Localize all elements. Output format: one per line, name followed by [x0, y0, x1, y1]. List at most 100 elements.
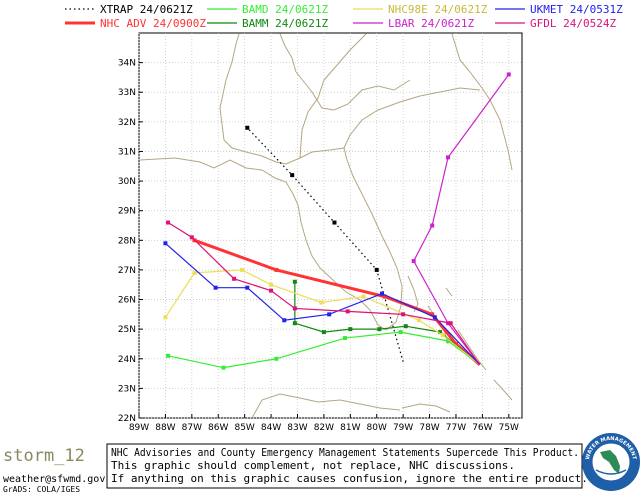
track-xtrap	[245, 125, 404, 362]
legend-item-ukmet: UKMET 24/0531Z	[495, 3, 623, 16]
track-point	[269, 282, 274, 287]
track-point	[348, 327, 353, 332]
track-point	[292, 279, 297, 284]
y-tick-label: 22N	[118, 414, 136, 424]
legend-label: BAMD 24/0621Z	[242, 3, 328, 16]
plot-frame	[138, 32, 523, 419]
track-point	[269, 288, 274, 293]
track-point	[245, 285, 250, 290]
track-point	[319, 300, 324, 305]
track-point	[374, 267, 379, 272]
legend-item-nhc-adv: NHC ADV 24/0900Z	[65, 17, 206, 30]
x-tick-label: 78W	[419, 423, 439, 433]
legend-item-gfdl: GFDL 24/0524Z	[495, 17, 616, 30]
x-tick-label: 83W	[287, 423, 307, 433]
track-point	[361, 294, 366, 299]
storm-name: storm_12	[3, 446, 85, 466]
track-point	[398, 330, 403, 335]
track-point	[440, 333, 445, 338]
track-line	[246, 127, 404, 362]
x-tick-label: 79W	[393, 423, 413, 433]
track-point	[380, 291, 385, 296]
track-gfdl	[166, 220, 481, 366]
x-tick-label: 85W	[234, 423, 254, 433]
track-bamd	[166, 330, 481, 370]
y-tick-label: 34N	[118, 59, 136, 69]
track-point	[332, 220, 337, 225]
track-point	[163, 241, 168, 246]
legend-item-bamd: BAMD 24/0621Z	[207, 3, 328, 16]
track-point	[448, 321, 453, 326]
y-tick-label: 26N	[118, 296, 136, 306]
x-tick-label: 89W	[129, 423, 149, 433]
track-line	[165, 242, 481, 366]
track-point	[430, 223, 435, 228]
track-bamm	[292, 279, 481, 366]
legend-label: BAMM 24/0621Z	[242, 17, 328, 30]
track-point	[401, 312, 406, 317]
track-point	[166, 220, 171, 225]
track-point	[430, 312, 435, 317]
grid	[138, 33, 522, 419]
track-point	[292, 306, 297, 311]
track-point	[446, 339, 451, 343]
sfwmd-seal: WATER MANAGEMENT	[582, 433, 640, 491]
track-point	[274, 356, 279, 361]
y-tick-label: 30N	[118, 177, 136, 187]
track-point	[327, 312, 332, 317]
x-tick-label: 81W	[340, 423, 360, 433]
track-point	[213, 285, 218, 290]
track-point	[382, 294, 387, 299]
track-point	[221, 365, 226, 370]
legend-item-lbar: LBAR 24/0621Z	[353, 17, 474, 30]
track-point	[166, 353, 171, 358]
track-point	[189, 235, 194, 240]
x-tick-label: 80W	[367, 423, 387, 433]
track-point	[274, 267, 279, 272]
y-tick-label: 32N	[118, 118, 136, 128]
y-tick-label: 23N	[118, 384, 136, 394]
track-point	[446, 155, 451, 160]
track-line	[294, 281, 481, 366]
legend-item-bamm: BAMM 24/0621Z	[207, 17, 328, 30]
axis-ticks: 89W 88W 87W 86W 85W 84W 83W 82W 81W 80W 79W 78W 77W 7…	[118, 59, 519, 433]
legend-label: XTRAP 24/0621Z	[100, 3, 193, 16]
track-point	[438, 330, 443, 335]
disclaimer-line-1: NHC Advisories and County Emergency Mana…	[111, 446, 579, 459]
x-tick-label: 86W	[208, 423, 228, 433]
track-point	[245, 125, 250, 130]
track-point	[403, 324, 408, 329]
track-point	[292, 321, 297, 326]
x-tick-label: 84W	[261, 423, 281, 433]
track-point	[432, 315, 437, 320]
disclaimer-line-3: If anything on this graphic causes confu…	[111, 472, 588, 485]
x-tick-label: 76W	[472, 423, 492, 433]
track-nhc98e	[163, 267, 481, 366]
track-point	[416, 318, 421, 323]
legend-label: NHC98E 24/0621Z	[388, 3, 488, 16]
x-tick-label: 82W	[314, 423, 334, 433]
track-point	[192, 270, 197, 275]
email-text: weather@sfwmd.gov	[3, 474, 105, 485]
track-point	[282, 318, 287, 323]
track-point	[321, 330, 326, 335]
y-tick-label: 24N	[118, 355, 136, 365]
disclaimer-line-2: This graphic should complement, not repl…	[111, 459, 515, 472]
track-point	[411, 259, 416, 264]
track-point	[377, 327, 382, 332]
track-point	[163, 315, 168, 320]
y-tick-label: 25N	[118, 325, 136, 335]
model-tracks	[163, 72, 511, 370]
legend: XTRAP 24/0621Z BAMD 24/0621Z NHC98E 24/062…	[65, 3, 623, 30]
track-line	[413, 74, 510, 366]
y-tick-label: 29N	[118, 207, 136, 217]
legend-label: UKMET 24/0531Z	[530, 3, 623, 16]
x-tick-label: 77W	[446, 423, 466, 433]
y-tick-label: 33N	[118, 88, 136, 98]
x-tick-label: 75W	[499, 423, 519, 433]
y-tick-label: 27N	[118, 266, 136, 276]
legend-label: GFDL 24/0524Z	[530, 17, 616, 30]
track-point	[290, 173, 295, 178]
x-tick-label: 87W	[182, 423, 202, 433]
